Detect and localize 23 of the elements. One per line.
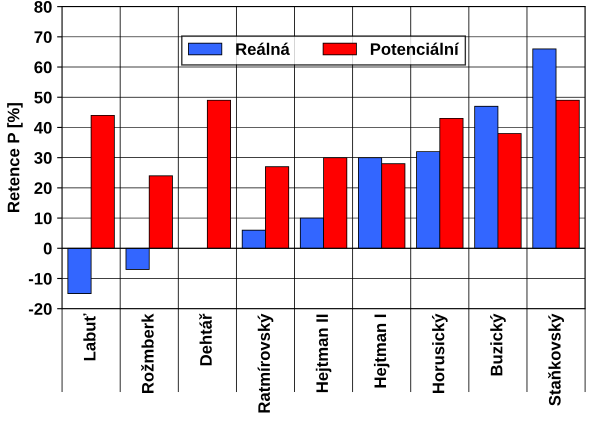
y-tick-label: 70 [34, 31, 52, 44]
y-tick-label: 40 [34, 122, 52, 134]
y-tick-label: 50 [34, 92, 52, 104]
x-tick-label: Staňkovský [548, 314, 564, 406]
y-tick-label: 60 [34, 61, 52, 74]
x-tick-label: Hejtman I [374, 314, 390, 388]
x-tick-label: Buzický [490, 314, 506, 376]
y-tick-label: -10 [28, 272, 52, 285]
x-tick-label: Rožmberk [141, 314, 154, 394]
x-tick-label: Ratmírovský [258, 314, 274, 412]
y-tick-label: 20 [34, 182, 52, 194]
y-tick-label: 80 [34, 1, 52, 13]
x-tick-label: Dehtář [199, 314, 212, 366]
y-axis-title: Retence P [%] [7, 103, 23, 212]
legend-label: Potenciální [370, 42, 460, 56]
y-tick-label: 10 [34, 212, 52, 224]
y-tick-label: 30 [34, 152, 52, 164]
x-tick-label: Hejtman II [316, 314, 332, 392]
y-tick-label: 0 [44, 242, 52, 254]
x-tick-label: Horusický [432, 314, 448, 394]
legend-label: Reálná [236, 42, 290, 56]
y-tick-label: -20 [28, 303, 52, 315]
x-tick-label: Labuť [83, 314, 96, 360]
